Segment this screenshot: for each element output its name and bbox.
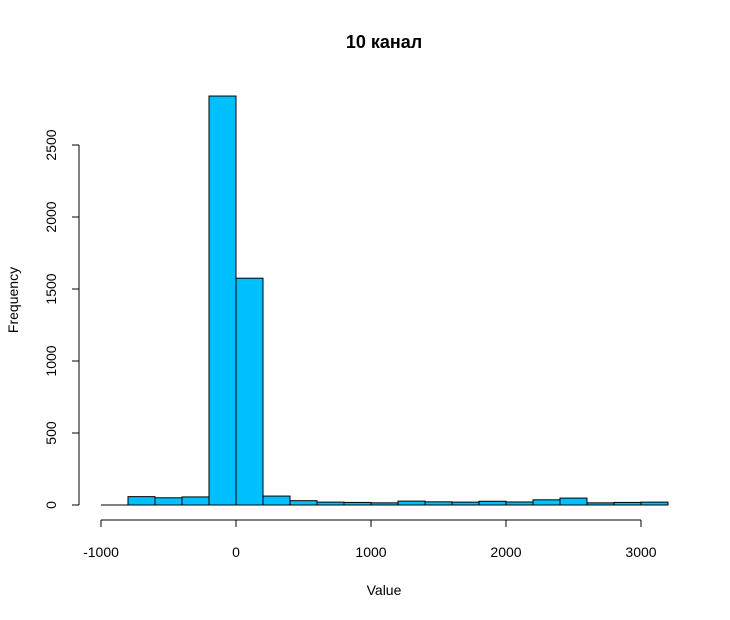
histogram-bar-2: [154, 497, 183, 506]
x-tick-label: 2000: [490, 544, 521, 560]
histogram-bar-20: [640, 501, 669, 506]
y-tick-label: 500: [43, 421, 59, 445]
histogram-bar-13: [451, 501, 480, 506]
histogram-bar-10: [370, 502, 399, 506]
histogram-bar-11: [397, 500, 426, 506]
histogram-bar-19: [613, 501, 642, 506]
histogram-bar-12: [424, 501, 453, 506]
histogram-bar-17: [559, 497, 588, 506]
y-tick-label: 1500: [43, 273, 59, 304]
histogram-bar-5: [235, 277, 264, 506]
x-axis: -1000 0 1000 2000 3000: [83, 519, 657, 560]
y-axis: 0 500 1000 1500 2000 2500: [43, 129, 80, 509]
y-tick-label: 2000: [43, 201, 59, 232]
x-tick-label: -1000: [83, 544, 119, 560]
histogram-bar-4: [208, 95, 237, 506]
histogram-bar-3: [181, 496, 210, 506]
y-axis-label: Frequency: [5, 267, 21, 333]
y-tick-label: 0: [43, 501, 59, 509]
x-axis-label: Value: [367, 582, 402, 598]
histogram-bar-18: [586, 502, 615, 506]
chart-title: 10 канал: [346, 32, 422, 52]
histogram-bar-8: [316, 501, 345, 506]
histogram-bar-16: [532, 499, 561, 506]
histogram-bar-9: [343, 501, 372, 506]
x-tick-label: 3000: [625, 544, 656, 560]
histogram-bar-15: [505, 501, 534, 506]
histogram-bar-14: [478, 500, 507, 506]
y-tick-label: 1000: [43, 345, 59, 376]
histogram-bar-6: [262, 495, 291, 506]
bars-group: [101, 95, 669, 506]
x-tick-label: 1000: [355, 544, 386, 560]
histogram-bar-1: [127, 496, 156, 506]
y-tick-label: 2500: [43, 129, 59, 160]
histogram-bar-7: [289, 500, 318, 506]
x-tick-label: 0: [232, 544, 240, 560]
